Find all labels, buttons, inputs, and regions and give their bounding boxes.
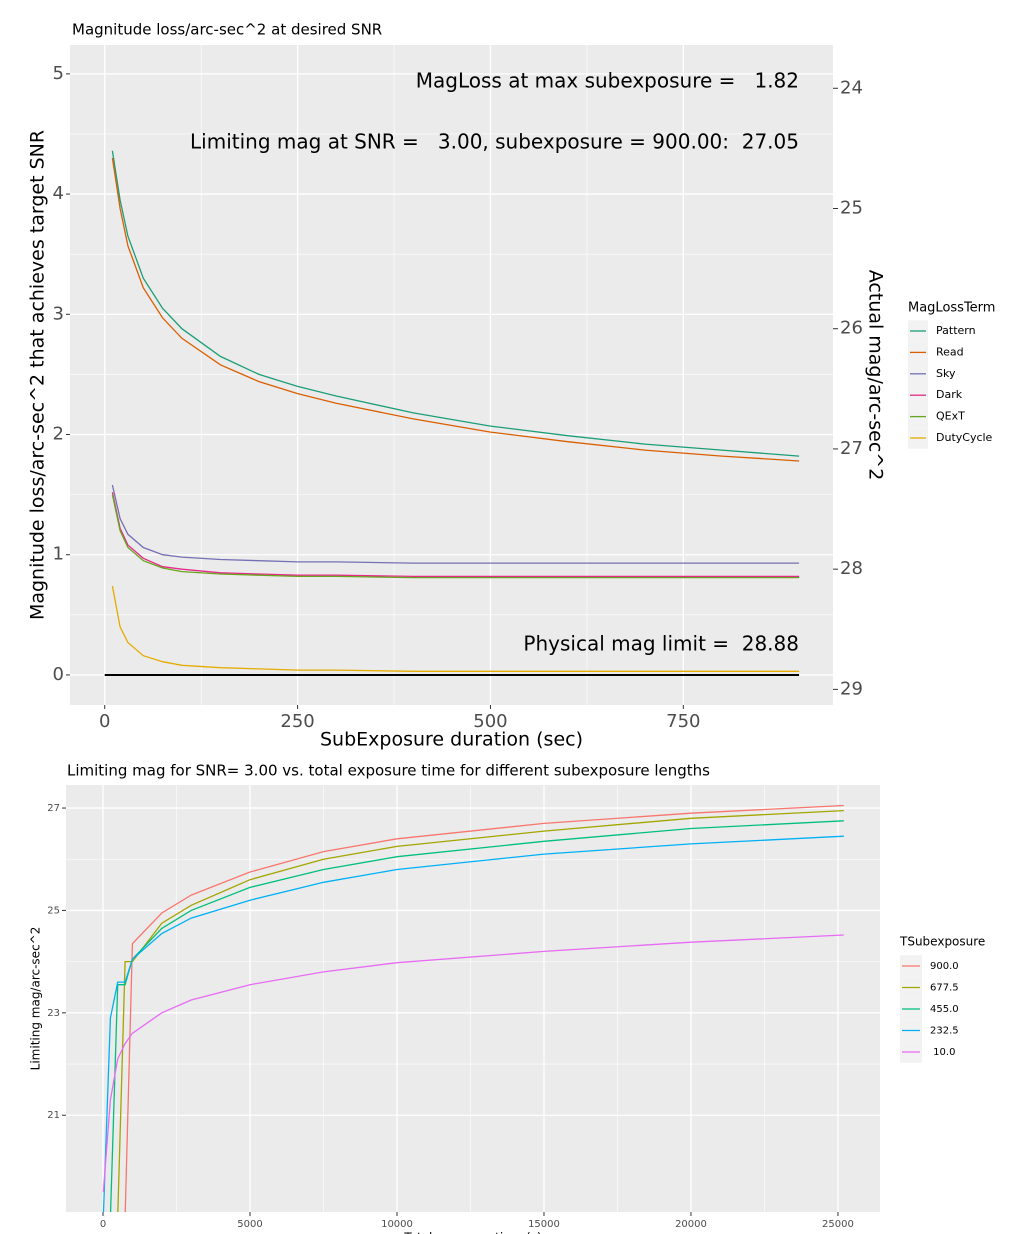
series-line — [111, 585, 800, 672]
series-line — [117, 809, 844, 1212]
y-tick-label: 25 — [47, 905, 60, 916]
legend-label: Sky — [936, 367, 956, 380]
y-tick-label: 21 — [47, 1110, 60, 1121]
y-tick-label: 1 — [53, 544, 64, 565]
legend-label: QExT — [936, 410, 965, 423]
plot-area — [102, 804, 844, 1212]
y-axis-label: Magnitude loss/arc-sec^2 that achieves t… — [27, 130, 49, 620]
series-line — [111, 492, 800, 578]
legend-label: Dark — [936, 388, 963, 401]
legend-label: 10.0 — [930, 1047, 955, 1058]
annotation: Physical mag limit = 28.88 — [523, 632, 799, 656]
series-line — [111, 157, 800, 462]
y2-tick-label: 26 — [840, 318, 863, 339]
series-line — [111, 150, 800, 457]
x-axis-label: SubExposure duration (sec) — [320, 729, 583, 751]
legend-label: Read — [936, 345, 964, 358]
x-tick-label: 500 — [473, 711, 507, 732]
y-tick-label: 23 — [47, 1008, 60, 1019]
panel — [70, 45, 833, 705]
series-line — [111, 484, 800, 564]
y-tick-label: 3 — [53, 303, 64, 324]
legend-label: 900.0 — [930, 961, 959, 972]
x-tick-label: 0 — [99, 711, 110, 732]
y-axis-label: Limiting mag/arc-sec^2 — [29, 927, 43, 1071]
chart-title: Limiting mag for SNR= 3.00 vs. total exp… — [67, 762, 710, 780]
legend-title: MagLossTerm — [908, 301, 995, 316]
y2-tick-label: 28 — [840, 558, 863, 579]
x-tick-label: 20000 — [675, 1219, 707, 1230]
y-tick-label: 4 — [53, 183, 64, 204]
annotation: MagLoss at max subexposure = 1.82 — [416, 69, 799, 93]
series-line — [102, 934, 844, 1193]
y2-tick-label: 25 — [840, 197, 863, 218]
series-line — [124, 804, 844, 1212]
chart-title: Magnitude loss/arc-sec^2 at desired SNR — [72, 21, 382, 39]
legend-label: 677.5 — [930, 983, 959, 994]
y2-tick-label: 29 — [840, 678, 863, 699]
x-tick-label: 25000 — [822, 1219, 854, 1230]
x-tick-label: 250 — [280, 711, 314, 732]
legend-label: DutyCycle — [936, 431, 993, 444]
legend-label: 232.5 — [930, 1026, 959, 1037]
y2-tick-label: 24 — [840, 77, 863, 98]
y-tick-label: 2 — [53, 424, 64, 445]
x-tick-label: 10000 — [381, 1219, 413, 1230]
plot-area — [104, 150, 800, 676]
x-axis-label: Total exposure time (s) — [403, 1231, 541, 1234]
x-tick-label: 5000 — [237, 1219, 262, 1230]
y-tick-label: 5 — [53, 63, 64, 84]
legend-label: 455.0 — [930, 1004, 959, 1015]
annotation: Limiting mag at SNR = 3.00, subexposure … — [190, 130, 799, 154]
legend-label: Pattern — [936, 324, 976, 337]
legend-title: TSubexposure — [899, 935, 985, 949]
panel — [66, 785, 880, 1212]
y2-axis-label: Actual mag/arc-sec^2 — [865, 270, 887, 481]
series-line — [111, 494, 800, 579]
x-tick-label: 750 — [666, 711, 700, 732]
y-tick-label: 27 — [47, 803, 60, 814]
y-tick-label: 0 — [53, 664, 64, 685]
x-tick-label: 15000 — [528, 1219, 560, 1230]
x-tick-label: 0 — [100, 1219, 106, 1230]
y2-tick-label: 27 — [840, 438, 863, 459]
series-line — [102, 835, 844, 1212]
